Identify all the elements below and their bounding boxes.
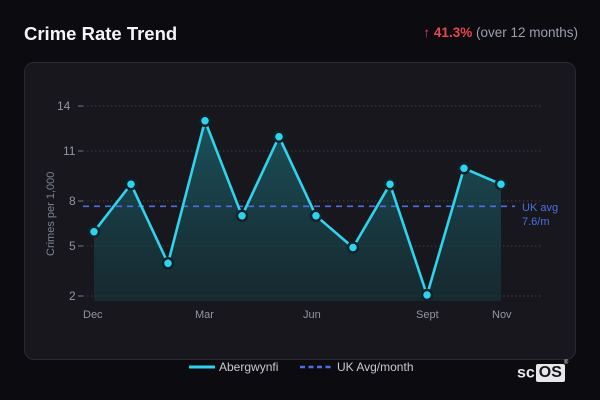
svg-text:11: 11 — [63, 144, 76, 158]
svg-text:8: 8 — [69, 194, 76, 208]
svg-text:Mar: Mar — [195, 309, 214, 321]
svg-text:5: 5 — [69, 239, 76, 253]
svg-text:Nov: Nov — [492, 309, 512, 321]
svg-text:Dec: Dec — [83, 309, 103, 321]
svg-text:Sept: Sept — [416, 309, 439, 321]
svg-text:14: 14 — [57, 99, 71, 113]
svg-text:2: 2 — [69, 289, 76, 303]
svg-text:Jun: Jun — [303, 309, 321, 321]
